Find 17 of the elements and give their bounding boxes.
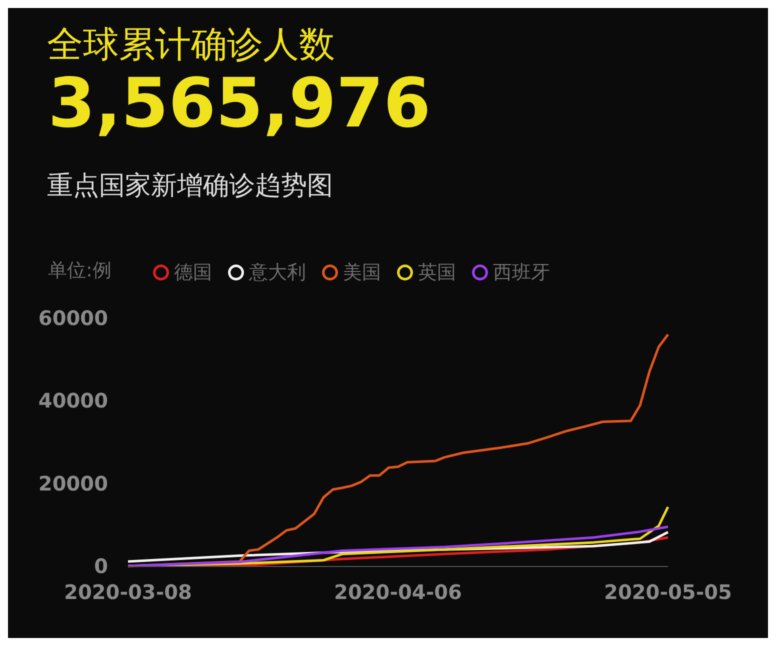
y-tick-label: 60000 <box>38 306 108 330</box>
text: 3,565,976 <box>48 64 431 144</box>
y-axis-title: 单位:例 <box>48 260 112 282</box>
y-tick-label: 20000 <box>38 471 108 496</box>
legend-label: 美国 <box>343 262 381 284</box>
legend-label: 英国 <box>418 262 456 284</box>
line-series <box>126 525 670 568</box>
legend-label: 德国 <box>174 262 212 284</box>
x-tick-label: 2020-05-05 <box>604 580 732 604</box>
chart-subtitle: 重点国家新增确诊趋势图 <box>47 171 333 201</box>
legend-label: 意大利 <box>248 262 306 284</box>
y-tick-label: 0 <box>94 554 108 578</box>
chart-title: 全球累计确诊人数 <box>47 24 335 66</box>
x-tick-label: 2020-03-08 <box>64 580 192 604</box>
x-tick-label: 2020-04-06 <box>334 580 462 604</box>
y-tick-label: 40000 <box>38 388 108 413</box>
legend-label: 西班牙 <box>493 262 550 284</box>
